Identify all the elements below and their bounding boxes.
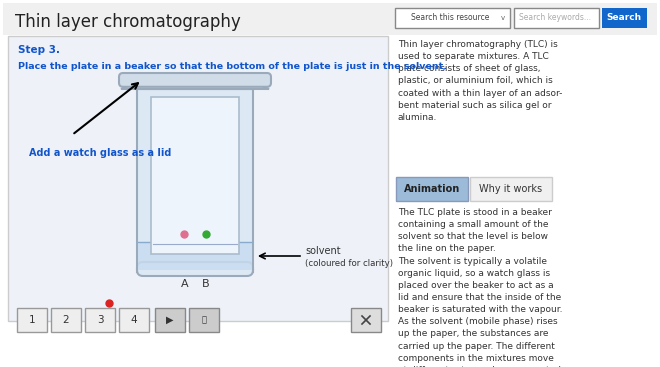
Text: ▶: ▶ [166, 315, 174, 325]
Text: 2: 2 [63, 315, 69, 325]
Text: ⏮: ⏮ [201, 316, 207, 324]
Text: Search keywords...: Search keywords... [519, 14, 591, 22]
Text: v: v [501, 15, 505, 21]
Text: Step 3.: Step 3. [18, 45, 60, 55]
FancyBboxPatch shape [189, 308, 219, 332]
Text: Thin layer chromatography: Thin layer chromatography [15, 13, 241, 31]
FancyBboxPatch shape [137, 262, 253, 276]
Text: Search this resource: Search this resource [411, 14, 489, 22]
FancyBboxPatch shape [395, 8, 510, 28]
FancyBboxPatch shape [8, 36, 388, 321]
Text: 1: 1 [28, 315, 36, 325]
Text: Thin layer chromatography (TLC) is
used to separate mixtures. A TLC
plate consis: Thin layer chromatography (TLC) is used … [398, 40, 562, 122]
FancyBboxPatch shape [3, 3, 657, 35]
Text: Search: Search [607, 14, 642, 22]
FancyBboxPatch shape [137, 89, 253, 272]
Text: (coloured for clarity): (coloured for clarity) [305, 258, 393, 268]
FancyBboxPatch shape [396, 177, 468, 201]
Polygon shape [121, 82, 269, 89]
Text: Why it works: Why it works [479, 184, 543, 194]
Text: Place the plate in a beaker so that the bottom of the plate is just in the solve: Place the plate in a beaker so that the … [18, 62, 447, 71]
Text: A: A [181, 279, 188, 289]
FancyBboxPatch shape [17, 308, 47, 332]
Text: B: B [202, 279, 209, 289]
FancyBboxPatch shape [151, 97, 239, 254]
FancyBboxPatch shape [602, 8, 647, 28]
Text: Animation: Animation [404, 184, 460, 194]
FancyBboxPatch shape [85, 308, 115, 332]
FancyBboxPatch shape [351, 308, 381, 332]
FancyBboxPatch shape [119, 73, 271, 87]
FancyBboxPatch shape [138, 242, 252, 270]
Text: solvent: solvent [305, 246, 341, 256]
Text: 4: 4 [131, 315, 137, 325]
FancyBboxPatch shape [51, 308, 81, 332]
Text: The TLC plate is stood in a beaker
containing a small amount of the
solvent so t: The TLC plate is stood in a beaker conta… [398, 208, 562, 367]
Text: 3: 3 [96, 315, 104, 325]
Text: Add a watch glass as a lid: Add a watch glass as a lid [29, 148, 172, 158]
FancyBboxPatch shape [119, 308, 149, 332]
FancyBboxPatch shape [155, 308, 185, 332]
FancyBboxPatch shape [514, 8, 599, 28]
FancyBboxPatch shape [470, 177, 552, 201]
